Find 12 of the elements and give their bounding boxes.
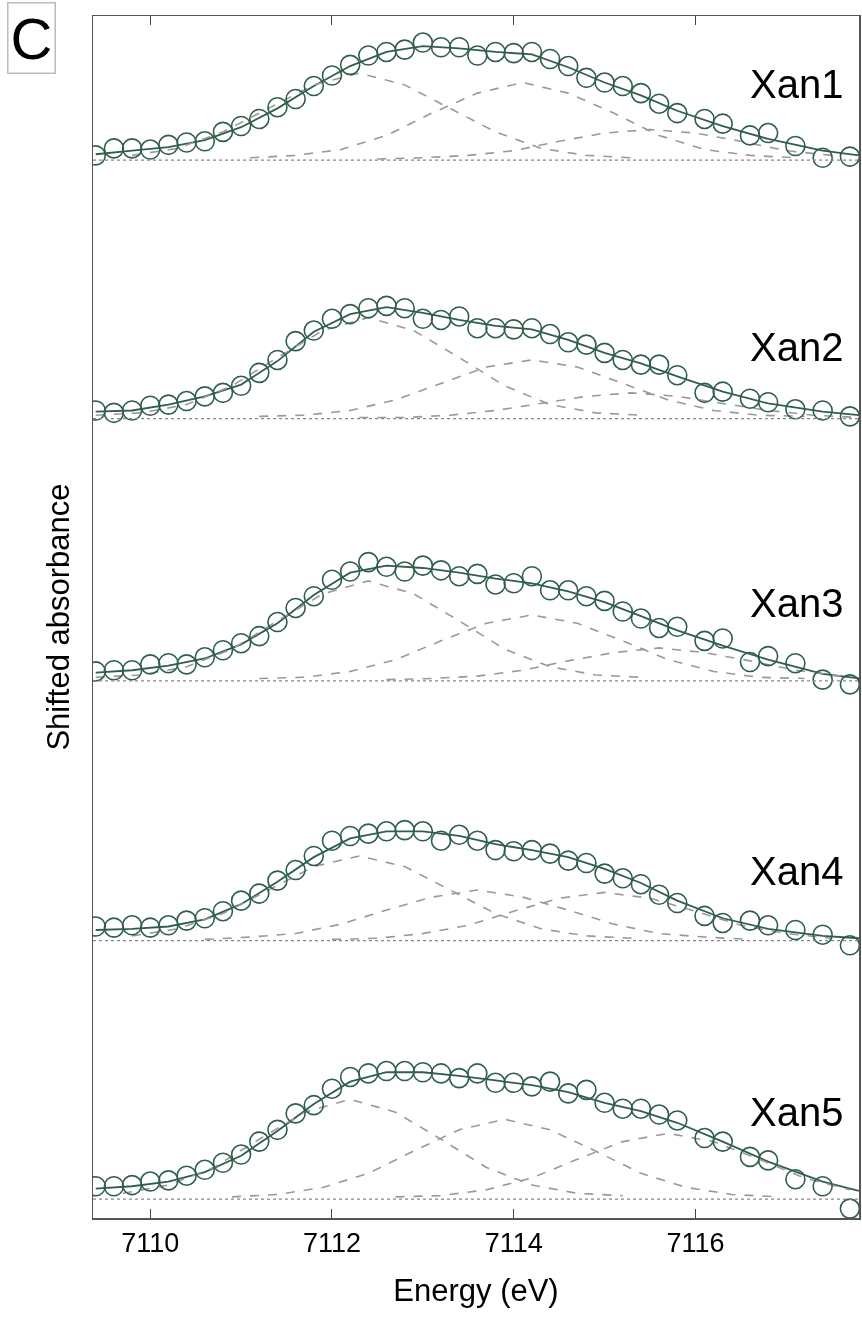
x-tick-label: 7112 (302, 1227, 362, 1258)
x-axis-title: Energy (eV) (393, 1272, 559, 1308)
text: C (10, 5, 53, 71)
x-tick-label: 7114 (484, 1227, 543, 1258)
series-label: Xan4 (750, 849, 844, 893)
series-label: Xan3 (750, 581, 844, 625)
y-axis-title: Shifted absorbance (41, 483, 77, 751)
x-tick-label: 7110 (121, 1227, 180, 1258)
x-tick-label: 7116 (666, 1227, 725, 1258)
series-label: Xan2 (750, 325, 844, 369)
series-label: Xan1 (750, 62, 844, 106)
series-label: Xan5 (750, 1090, 844, 1134)
